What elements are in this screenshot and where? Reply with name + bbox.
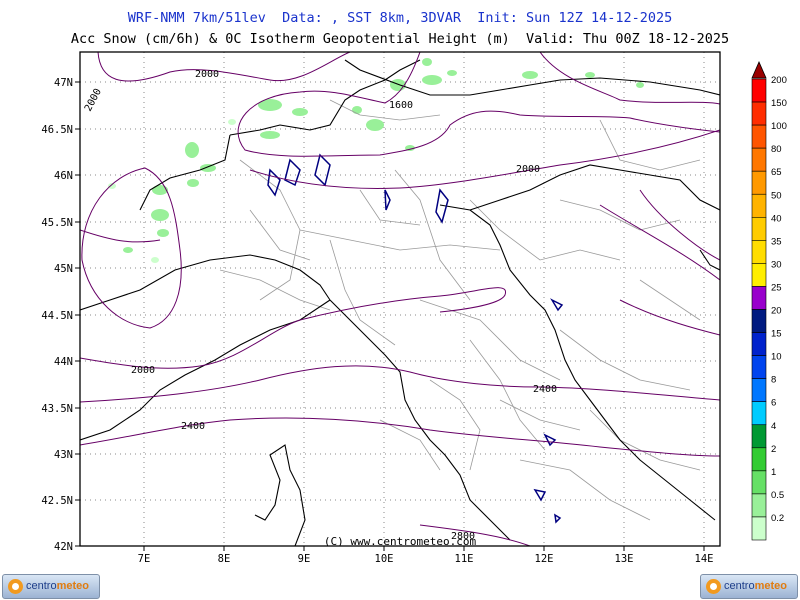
colorbar-swatch [751,332,767,356]
isotherm-contours [80,52,720,546]
contour-label: 2000 [195,69,219,80]
lat-label: 44.5N [41,310,73,322]
colorbar-label: 8 [771,375,776,386]
logo-word2: meteo [754,580,787,592]
region-borders [219,99,701,521]
lon-label: 14E [695,553,714,565]
lon-label: 8E [218,553,231,565]
colorbar-label: 30 [771,259,782,270]
colorbar-label: 6 [771,398,776,409]
logo-word1: centro [724,580,755,592]
colorbar-swatch [751,101,767,126]
colorbar-swatch [751,124,767,149]
title-line-2: Acc Snow (cm/6h) & 0C Isotherm Geopotent… [70,31,730,47]
coastlines [80,59,720,546]
lat-label: 43N [54,449,73,461]
lon-label: 11E [455,553,474,565]
contour-label: 2800 [451,531,475,542]
lat-label: 46.5N [41,124,73,136]
colorbar-swatch [751,424,767,449]
colorbar-label: 25 [771,282,782,293]
contour-label: 1600 [389,100,413,111]
contour-label: 2000 [516,164,540,175]
lon-label: 12E [535,553,554,565]
contour-label: 2000 [131,365,155,376]
colorbar-swatch [751,516,767,541]
lat-label: 45N [54,263,73,275]
colorbar-swatch [751,401,767,426]
logo-mark-icon [8,579,23,594]
colorbar-swatch [751,493,767,518]
colorbar-swatch [751,447,767,472]
colorbar-swatch [751,286,767,310]
colorbar-swatch [751,378,767,402]
colorbar-label: 1 [771,467,776,478]
contour-label-rotated: 2000 [83,87,104,113]
lat-label: 43.5N [41,403,73,415]
colorbar-label: 40 [771,213,782,224]
colorbar-label: 0.5 [771,490,784,501]
logo-word1: centro [26,580,57,592]
colorbar-swatch [751,470,767,495]
colorbar-label: 200 [771,75,787,86]
colorbar-label: 20 [771,306,782,317]
colorbar-label: 100 [771,121,787,132]
copyright-text: (C) www.centrometeo.com [324,535,477,548]
colorbar-swatch [751,309,767,333]
colorbar-swatch [751,240,767,264]
lat-label: 45.5N [41,217,73,229]
colorbar-label: 2 [771,444,776,455]
centrometeo-logo-left[interactable]: centrometeo [2,574,100,599]
lon-label: 7E [138,553,151,565]
colorbar-swatch [751,217,767,241]
snow-patches-light [108,119,236,263]
title-line-1: WRF-NMM 7km/51lev Data: , SST 8km, 3DVAR… [127,10,673,26]
colorbar-swatch [751,193,767,218]
logo-mark-icon [706,579,721,594]
lon-label: 10E [375,553,394,565]
colorbar-swatch [751,263,767,287]
contour-label: 2400 [533,384,557,395]
colorbar-arrow [751,61,767,79]
colorbar-label: 80 [771,144,782,155]
colorbar-swatch [751,355,767,379]
centrometeo-logo-right[interactable]: centrometeo [700,574,798,599]
colorbar-label: 0.2 [771,513,784,524]
lat-label: 47N [54,77,73,89]
colorbar-label: 65 [771,167,782,178]
colorbar-label: 35 [771,236,782,247]
colorbar-label: 150 [771,98,787,109]
colorbar: 200 150 100 80 65 50 40 35 30 25 20 15 10 8 6 4 2 1 0.5 0.2 [751,61,787,541]
contour-label: 2400 [181,421,205,432]
lat-label: 46N [54,170,73,182]
colorbar-label: 15 [771,329,782,340]
lon-label: 9E [298,553,311,565]
graticule [80,52,720,546]
lon-label: 13E [615,553,634,565]
axis-ticks [75,81,705,551]
colorbar-label: 50 [771,190,782,201]
colorbar-swatch [751,170,767,195]
lakes [267,153,564,524]
colorbar-swatch [751,147,767,172]
lat-label: 44N [54,356,73,368]
colorbar-label: 4 [771,421,776,432]
colorbar-label: 10 [771,352,782,363]
lat-label: 42N [54,541,73,553]
colorbar-swatch [751,78,767,103]
lat-label: 42.5N [41,495,73,507]
logo-word2: meteo [56,580,89,592]
map-frame [79,51,721,547]
